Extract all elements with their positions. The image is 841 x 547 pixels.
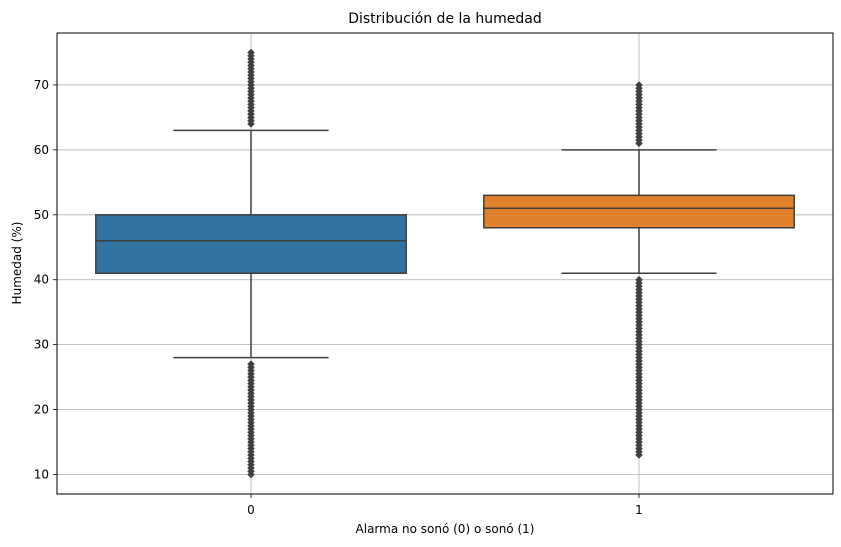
y-tick-label: 10	[34, 468, 49, 482]
ticks-layer: 10 20 30 40 50 60 70 0 1	[34, 78, 643, 517]
x-axis-label: Alarma no sonó (0) o sonó (1)	[356, 522, 535, 536]
x-tick-label: 0	[247, 503, 255, 517]
y-tick-label: 70	[34, 78, 49, 92]
y-tick-label: 60	[34, 143, 49, 157]
outlier-point	[635, 275, 643, 284]
box-iqr	[483, 194, 795, 229]
x-tick-label: 1	[635, 503, 643, 517]
plot-frame	[56, 32, 834, 495]
outlier-point	[247, 360, 255, 368]
box-iqr	[95, 214, 407, 274]
chart-title: Distribución de la humedad	[348, 11, 542, 27]
boxes-layer	[95, 48, 795, 479]
y-tick-label: 50	[34, 208, 49, 222]
y-tick-label: 20	[34, 403, 49, 417]
y-tick-label: 40	[34, 273, 49, 287]
outlier-point	[247, 48, 255, 57]
y-tick-label: 30	[34, 338, 49, 352]
y-axis-label: Humedad (%)	[10, 222, 24, 305]
outlier-point	[635, 81, 643, 89]
